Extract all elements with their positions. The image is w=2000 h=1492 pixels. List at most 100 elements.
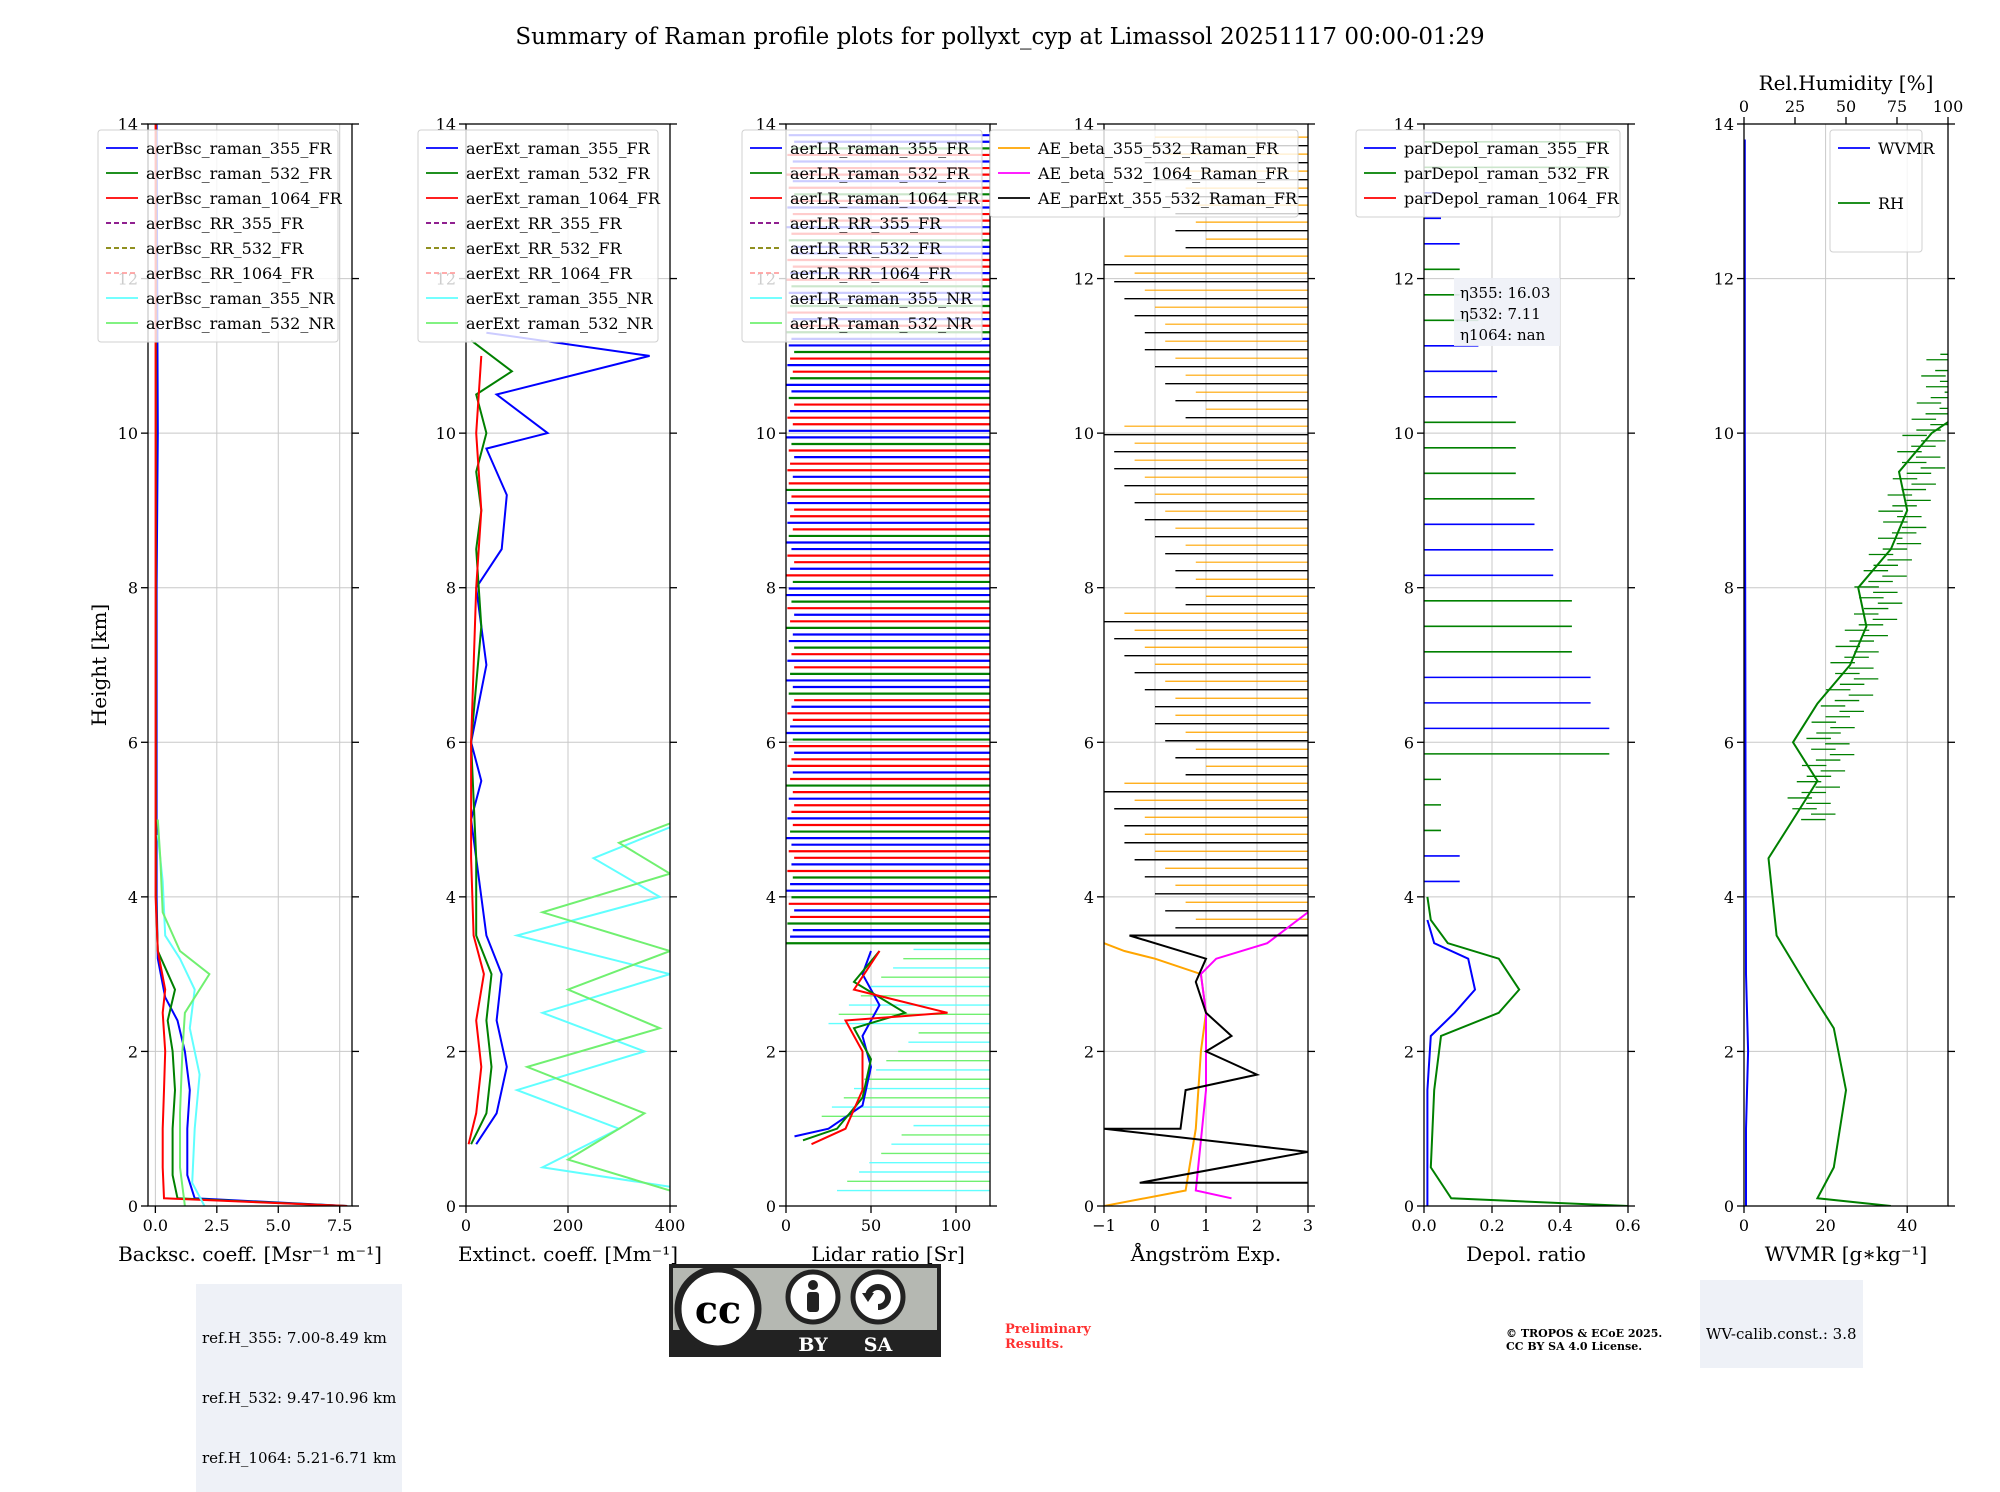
legend-entry: aerBsc_raman_355_FR — [146, 139, 332, 158]
series-line-blue — [795, 951, 880, 1136]
y-tick-label: 8 — [128, 579, 138, 598]
y-tick-label: 12 — [1714, 270, 1734, 289]
y-tick-label: 8 — [1404, 579, 1414, 598]
legend-box — [418, 130, 658, 342]
legend-entry: aerExt_raman_532_NR — [466, 314, 654, 333]
x-tick-label: 0 — [461, 1216, 471, 1235]
legend: parDepol_raman_355_FRparDepol_raman_532_… — [1356, 130, 1620, 217]
axes-frame — [1744, 124, 1948, 1206]
y-tick-label: 0 — [766, 1197, 776, 1216]
y-tick-label: 10 — [1394, 424, 1414, 443]
y-tick-label: 6 — [1404, 733, 1414, 752]
x-axis-label: Extinct. coeff. [Mm⁻¹] — [458, 1242, 678, 1266]
x-tick-label: 2.5 — [204, 1216, 229, 1235]
y-tick-label: 8 — [1724, 579, 1734, 598]
legend-entry: aerExt_raman_532_FR — [466, 164, 651, 183]
legend-entry: aerExt_RR_532_FR — [466, 239, 623, 258]
legend: aerBsc_raman_355_FR aerBsc_raman_532_FRae… — [98, 130, 343, 342]
x-tick-label: 0.6 — [1615, 1216, 1640, 1235]
series-line-blue — [1427, 920, 1475, 1206]
legend-entry: aerBsc_raman_532_FR — [146, 164, 332, 183]
y-tick-label: 0 — [1404, 1197, 1414, 1216]
wv-calib-constant: WV-calib.const.: 3.8 — [1706, 1324, 1857, 1344]
x-tick-label: 0 — [781, 1216, 791, 1235]
top-x-tick-label: 50 — [1836, 97, 1856, 116]
x-axis-label: Ångström Exp. — [1130, 1241, 1281, 1266]
y-tick-label: 0 — [1724, 1197, 1734, 1216]
reference-heights-box: ref.H_355: 7.00-8.49 km ref.H_532: 9.47-… — [196, 1284, 402, 1492]
legend-entry: aerLR_raman_1064_FR — [790, 189, 980, 208]
y-tick-label: 2 — [1404, 1042, 1414, 1061]
series-line-lightgreen — [158, 820, 210, 1206]
attribution-head — [808, 1280, 818, 1290]
panel-3: 02468101214050100Lidar ratio [Sr]aerLR_r… — [742, 115, 997, 1266]
y-tick-label: 10 — [436, 424, 456, 443]
raman-summary-figure: Summary of Raman profile plots for polly… — [0, 0, 2000, 1360]
legend-entry: aerBsc_RR_355_FR — [146, 214, 304, 233]
legend-entry: aerBsc_RR_532_FR — [146, 239, 304, 258]
legend-entry: aerExt_raman_1064_FR — [466, 189, 661, 208]
legend-entry: WVMR — [1878, 139, 1935, 158]
depol-eta-value: η1064: nan — [1460, 326, 1546, 344]
y-tick-label: 4 — [446, 888, 456, 907]
y-tick-label: 4 — [1404, 888, 1414, 907]
legend-entry: aerBsc_raman_532_NR — [146, 314, 335, 333]
y-tick-label: 2 — [766, 1042, 776, 1061]
y-tick-label: 4 — [1084, 888, 1094, 907]
x-tick-label: 20 — [1815, 1216, 1835, 1235]
legend-entry: aerLR_RR_1064_FR — [790, 264, 952, 283]
legend-entry: aerBsc_raman_355_NR — [146, 289, 335, 308]
legend: WVMR RH — [1830, 130, 1935, 252]
y-tick-label: 4 — [766, 888, 776, 907]
ref-height-532: ref.H_532: 9.47-10.96 km — [202, 1388, 396, 1408]
legend-entry: aerExt_raman_355_NR — [466, 289, 654, 308]
series-line-blue — [471, 333, 649, 1144]
x-tick-label: 100 — [941, 1216, 972, 1235]
ref-height-1064: ref.H_1064: 5.21-6.71 km — [202, 1448, 396, 1468]
series-line-cyan — [158, 835, 205, 1206]
y-tick-label: 0 — [1084, 1197, 1094, 1216]
x-tick-label: 200 — [553, 1216, 584, 1235]
share-alike-icon — [853, 1272, 903, 1322]
x-tick-label: −1 — [1092, 1216, 1116, 1235]
x-tick-label: 50 — [861, 1216, 881, 1235]
legend: aerExt_raman_355_FRaerExt_raman_532_FRae… — [418, 130, 661, 342]
legend-entry: aerBsc_raman_1064_FR — [146, 189, 343, 208]
cc-by-sa-logo: cc BY SA — [668, 1263, 942, 1358]
x-axis-label: Backsc. coeff. [Msr⁻¹ m⁻¹] — [118, 1242, 382, 1266]
attribution-body — [807, 1292, 819, 1312]
legend-entry: RH — [1878, 194, 1904, 213]
legend-entry: aerLR_RR_532_FR — [790, 239, 942, 258]
y-tick-label: 8 — [766, 579, 776, 598]
y-tick-label: 2 — [1084, 1042, 1094, 1061]
y-tick-label: 10 — [118, 424, 138, 443]
legend-entry: parDepol_raman_355_FR — [1404, 139, 1610, 158]
cc-sa-label: SA — [864, 1334, 893, 1356]
legend-entry: AE_beta_532_1064_Raman_FR — [1037, 164, 1289, 183]
legend-entry: aerExt_RR_1064_FR — [466, 264, 633, 283]
x-axis-label: WVMR [g∗kg⁻¹] — [1765, 1242, 1927, 1266]
legend-entry: parDepol_raman_1064_FR — [1404, 189, 1620, 208]
x-tick-label: 40 — [1897, 1216, 1917, 1235]
y-tick-label: 12 — [1394, 270, 1414, 289]
copyright-notice: © TROPOS & ECoE 2025. CC BY SA 4.0 Licen… — [1506, 1327, 1726, 1353]
top-x-tick-label: 100 — [1933, 97, 1964, 116]
y-tick-label: 10 — [1074, 424, 1094, 443]
x-axis-label: Depol. ratio — [1466, 1242, 1586, 1266]
x-tick-label: 1 — [1201, 1216, 1211, 1235]
x-tick-label: 7.5 — [327, 1216, 352, 1235]
x-tick-label: 5.0 — [266, 1216, 291, 1235]
y-axis-label: Height [km] — [87, 604, 111, 726]
depol-eta-value: η355: 16.03 — [1460, 284, 1550, 302]
top-x-tick-label: 0 — [1739, 97, 1749, 116]
y-tick-label: 6 — [766, 733, 776, 752]
legend: AE_beta_355_532_Raman_FRAE_beta_532_1064… — [990, 130, 1298, 217]
y-tick-label: 0 — [128, 1197, 138, 1216]
y-tick-label: 4 — [1724, 888, 1734, 907]
series-line-green — [1769, 348, 2000, 1206]
legend-entry: aerLR_raman_532_FR — [790, 164, 970, 183]
y-tick-label: 2 — [128, 1042, 138, 1061]
